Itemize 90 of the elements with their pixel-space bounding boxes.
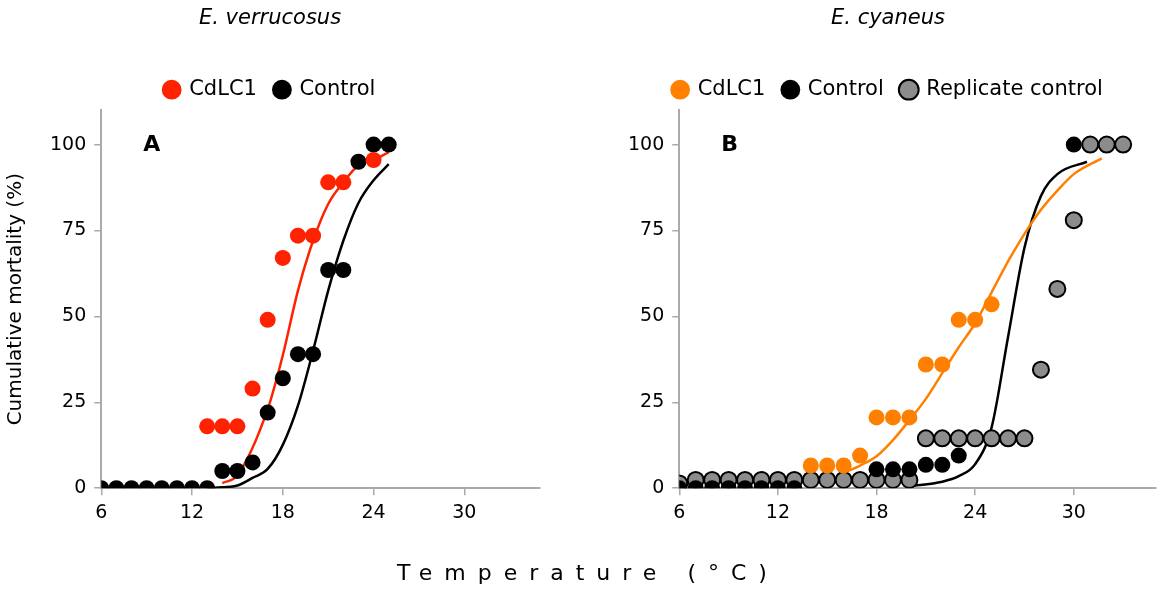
x-tick-label: 18 (864, 499, 889, 522)
y-tick-label: 100 (628, 131, 665, 154)
point (244, 380, 261, 397)
point (380, 136, 397, 153)
point (1114, 135, 1133, 154)
point (884, 409, 901, 426)
point (868, 461, 885, 478)
point (1015, 429, 1034, 448)
point (305, 227, 322, 244)
point (1031, 360, 1050, 379)
legend-label: CdLC1 (697, 76, 766, 101)
y-tick-label: 50 (640, 303, 665, 326)
point (214, 463, 231, 480)
point (199, 418, 216, 435)
point (320, 261, 337, 278)
point (884, 461, 901, 478)
point (983, 296, 1000, 313)
x-tick-label: 12 (179, 499, 205, 522)
x-tick-label: 24 (963, 499, 988, 522)
point (365, 152, 382, 169)
point (229, 463, 246, 480)
point (868, 409, 885, 426)
point (1064, 211, 1083, 230)
x-tick-label: 6 (95, 499, 108, 522)
x-tick-label: 24 (361, 499, 386, 522)
point (967, 311, 984, 328)
point (1097, 135, 1116, 154)
point (229, 418, 246, 435)
point (1065, 136, 1082, 153)
point (244, 454, 261, 471)
x-tick-label: 30 (452, 499, 477, 522)
point (933, 429, 952, 448)
legend-label: CdLC1 (189, 76, 257, 101)
chart-title: E. verrucosus (198, 5, 342, 30)
point (274, 249, 291, 266)
point (802, 457, 819, 474)
y-tick-label: 75 (62, 217, 87, 240)
point (917, 356, 934, 373)
legend-label: Control (299, 76, 376, 101)
point (320, 174, 337, 191)
point (852, 447, 869, 464)
point (350, 153, 367, 170)
point (1048, 279, 1067, 298)
point (259, 404, 276, 421)
point (949, 429, 968, 448)
point (916, 429, 935, 448)
point (950, 447, 967, 464)
point (274, 370, 291, 387)
point (289, 346, 306, 363)
point (834, 470, 853, 489)
point (1081, 135, 1100, 154)
point (259, 311, 276, 328)
y-tick-label: 75 (640, 217, 665, 240)
chart-title: E. cyaneus (831, 5, 946, 30)
point (934, 456, 951, 473)
point (214, 418, 231, 435)
y-tick-label: 25 (640, 389, 665, 412)
point (966, 429, 985, 448)
x-axis-title: Temperature (°C) (396, 560, 780, 585)
point (818, 470, 837, 489)
point (289, 227, 306, 244)
y-tick-label: 25 (62, 389, 87, 412)
y-tick-label: 0 (652, 475, 665, 498)
annotation: A (143, 131, 161, 157)
legend-label: Control (807, 76, 884, 101)
y-axis-title: Cumulative mortality (%) (2, 173, 27, 426)
y-tick-label: 100 (50, 131, 87, 154)
legend-label: Replicate control (926, 76, 1103, 101)
point (801, 470, 820, 489)
point (335, 261, 352, 278)
point (982, 429, 1001, 448)
point (851, 470, 870, 489)
x-tick-label: 30 (1061, 499, 1086, 522)
point (819, 457, 836, 474)
x-tick-label: 18 (270, 499, 295, 522)
point (901, 461, 918, 478)
point (835, 457, 852, 474)
point (335, 174, 352, 191)
point (999, 429, 1018, 448)
point (934, 356, 951, 373)
point (950, 311, 967, 328)
y-tick-label: 50 (62, 303, 87, 326)
annotation: B (721, 131, 739, 157)
y-tick-label: 0 (74, 475, 87, 498)
point (917, 456, 934, 473)
x-tick-label: 12 (765, 499, 790, 522)
point (365, 136, 382, 153)
point (305, 346, 322, 363)
point (901, 409, 918, 426)
x-tick-label: 6 (673, 499, 686, 522)
